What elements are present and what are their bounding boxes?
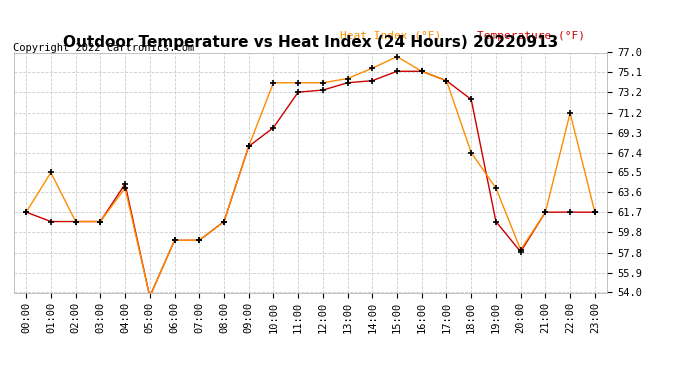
Text: Temperature (°F): Temperature (°F) bbox=[477, 31, 584, 41]
Text: Heat Index (°F): Heat Index (°F) bbox=[340, 31, 442, 41]
Title: Outdoor Temperature vs Heat Index (24 Hours) 20220913: Outdoor Temperature vs Heat Index (24 Ho… bbox=[63, 35, 558, 50]
Text: Copyright 2022 Cartronics.com: Copyright 2022 Cartronics.com bbox=[12, 43, 194, 53]
